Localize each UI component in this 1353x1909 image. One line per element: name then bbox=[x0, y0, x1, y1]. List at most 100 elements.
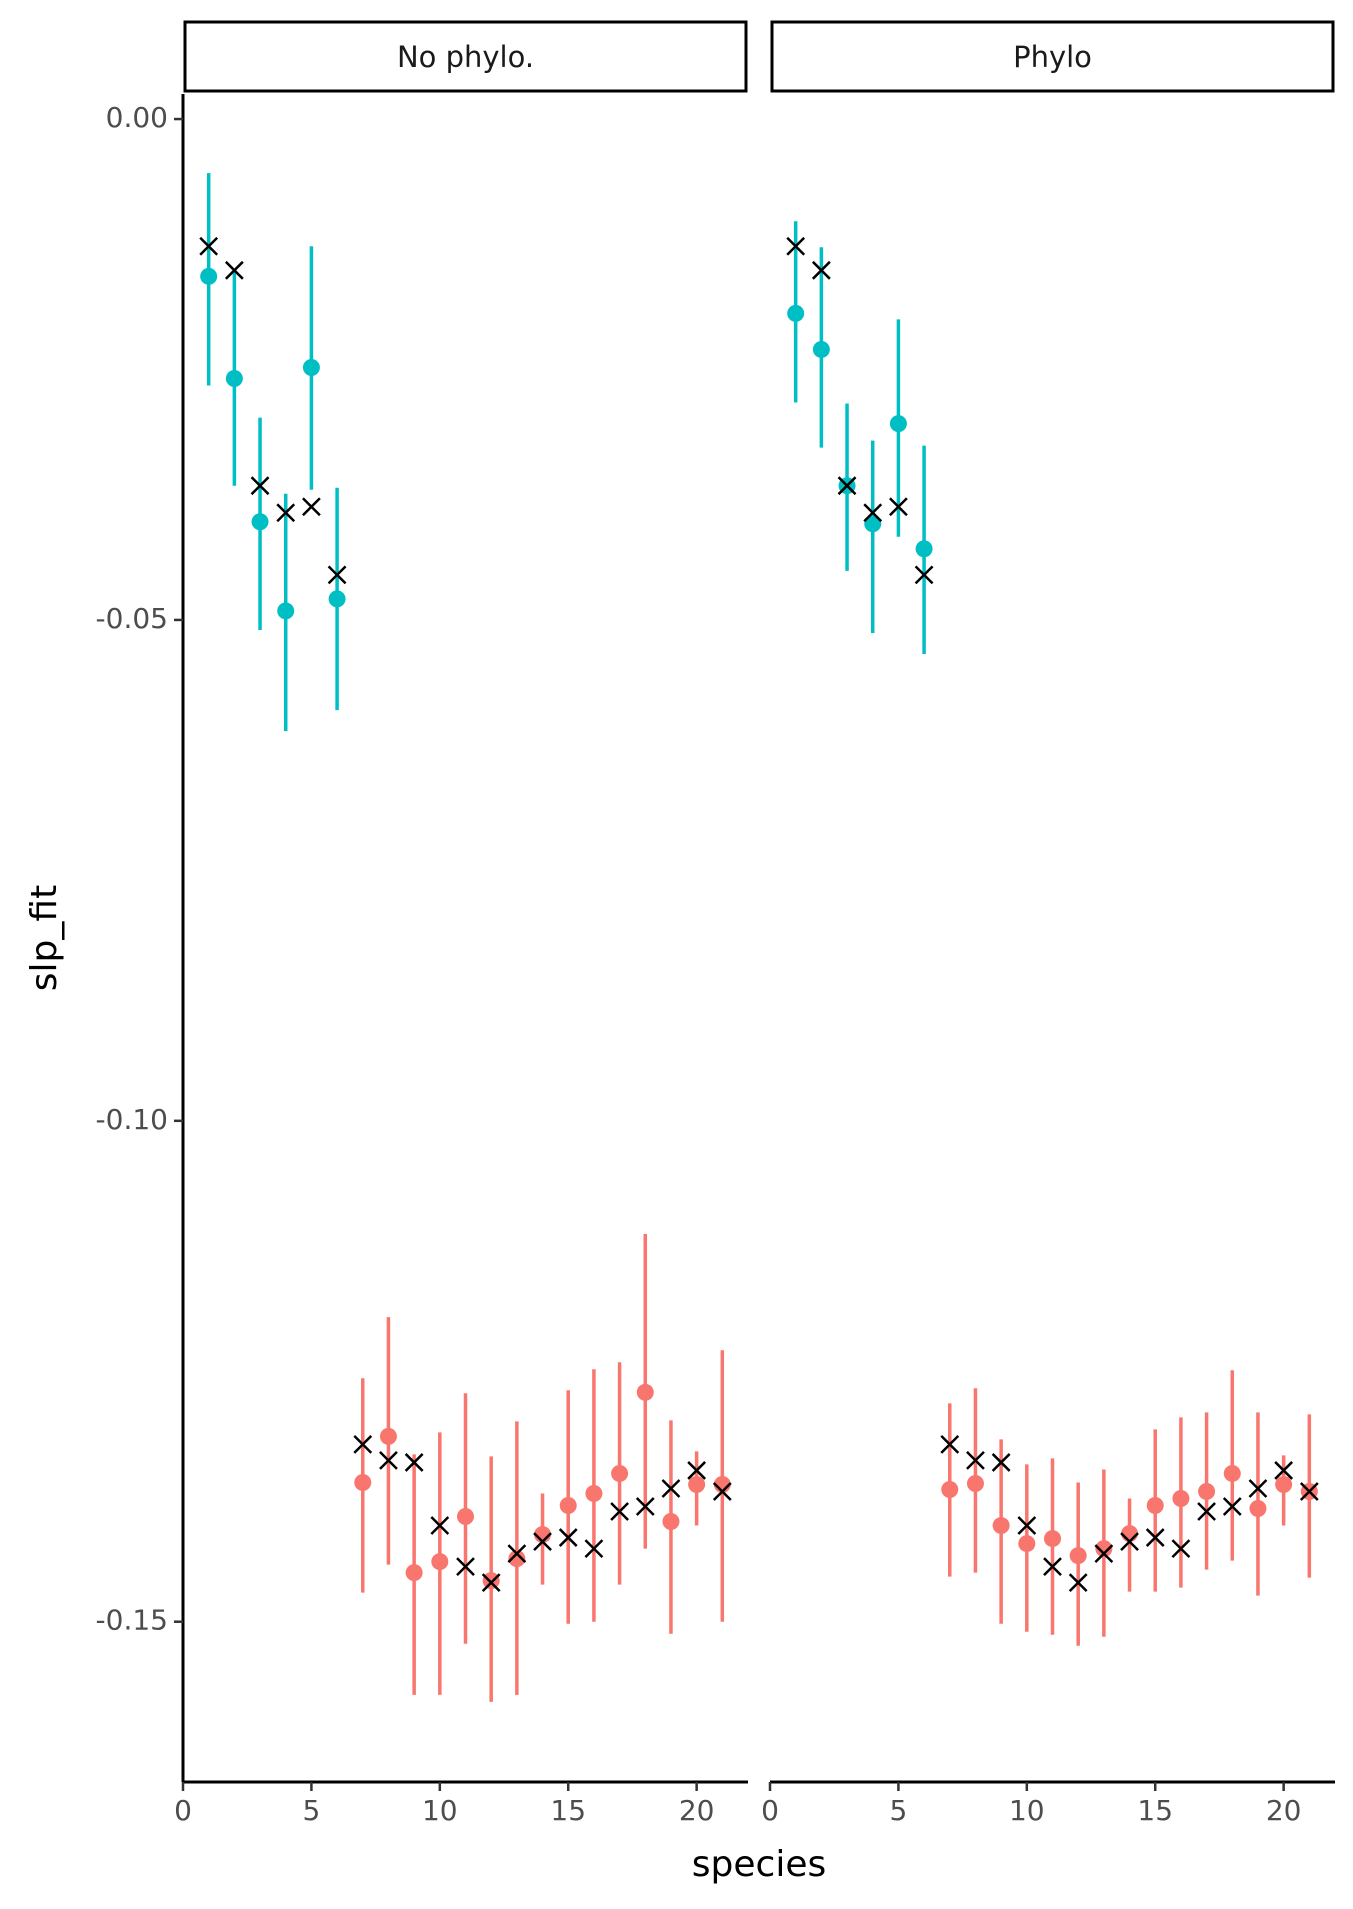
estimate-point bbox=[1095, 1540, 1113, 1558]
true-value-marker bbox=[1274, 1461, 1294, 1480]
estimate-point bbox=[1223, 1464, 1241, 1482]
estimate-point bbox=[941, 1480, 959, 1498]
true-value-marker bbox=[1171, 1539, 1191, 1558]
true-value-marker bbox=[863, 503, 883, 523]
true-value-marker bbox=[966, 1451, 985, 1470]
true-value-marker bbox=[224, 260, 244, 280]
true-value-marker bbox=[811, 260, 831, 280]
estimate-point bbox=[636, 1383, 654, 1401]
true-value-marker bbox=[1248, 1479, 1268, 1498]
true-value-marker bbox=[687, 1461, 707, 1480]
true-value-marker bbox=[1299, 1482, 1319, 1501]
true-value-marker bbox=[1120, 1532, 1139, 1551]
x-tick-label: 5 bbox=[889, 1794, 907, 1827]
x-tick-label: 20 bbox=[679, 1794, 715, 1827]
estimate-point bbox=[1146, 1497, 1164, 1515]
estimate-point bbox=[405, 1564, 423, 1582]
estimate-point bbox=[787, 304, 805, 322]
estimate-point bbox=[966, 1474, 984, 1492]
x-axis-title: species bbox=[692, 1844, 826, 1885]
facet-title: Phylo bbox=[1013, 40, 1092, 74]
true-value-marker bbox=[584, 1539, 604, 1558]
estimate-point bbox=[662, 1513, 680, 1531]
estimate-point bbox=[251, 513, 269, 531]
true-value-marker bbox=[991, 1453, 1011, 1472]
estimate-point bbox=[277, 602, 295, 620]
true-value-marker bbox=[635, 1497, 655, 1516]
true-value-marker bbox=[276, 503, 296, 523]
true-value-marker bbox=[327, 565, 347, 585]
true-value-marker bbox=[1197, 1502, 1216, 1521]
y-tick-label: 0.00 bbox=[106, 101, 168, 134]
estimate-point bbox=[1249, 1500, 1267, 1518]
estimate-point bbox=[379, 1427, 397, 1445]
estimate-point bbox=[328, 590, 346, 608]
x-tick-label: 0 bbox=[761, 1794, 779, 1827]
estimate-point bbox=[482, 1572, 500, 1590]
estimate-point bbox=[225, 370, 243, 388]
x-tick-label: 0 bbox=[174, 1794, 192, 1827]
y-tick-label: -0.15 bbox=[96, 1604, 168, 1637]
true-value-marker bbox=[379, 1451, 398, 1470]
x-tick-label: 20 bbox=[1266, 1794, 1302, 1827]
y-tick-label: -0.05 bbox=[96, 602, 168, 635]
true-value-marker bbox=[533, 1532, 552, 1551]
estimate-point bbox=[559, 1497, 577, 1515]
estimate-point bbox=[1198, 1482, 1216, 1500]
true-value-marker bbox=[1068, 1573, 1088, 1593]
true-value-marker bbox=[661, 1479, 681, 1498]
estimate-point bbox=[1069, 1547, 1087, 1565]
true-value-marker bbox=[1094, 1544, 1114, 1563]
y-tick-label: -0.10 bbox=[96, 1103, 168, 1136]
estimate-point bbox=[1121, 1525, 1139, 1543]
true-value-marker bbox=[430, 1516, 450, 1535]
true-value-marker bbox=[507, 1544, 527, 1563]
x-tick-label: 5 bbox=[302, 1794, 320, 1827]
true-value-marker bbox=[302, 497, 321, 517]
estimate-point bbox=[508, 1550, 526, 1568]
true-value-marker bbox=[404, 1453, 424, 1472]
x-tick-label: 15 bbox=[1137, 1794, 1173, 1827]
true-value-marker bbox=[889, 497, 908, 517]
x-tick-label: 10 bbox=[422, 1794, 458, 1827]
estimate-point bbox=[457, 1508, 474, 1526]
estimate-point bbox=[302, 358, 320, 376]
estimate-point bbox=[431, 1553, 449, 1571]
true-value-marker bbox=[1145, 1528, 1165, 1547]
estimate-point bbox=[200, 267, 218, 285]
true-value-marker bbox=[940, 1435, 960, 1454]
estimate-point bbox=[354, 1473, 372, 1491]
true-value-marker bbox=[610, 1502, 629, 1521]
estimate-point bbox=[1018, 1535, 1036, 1553]
facet-strip bbox=[770, 20, 1335, 93]
estimate-point bbox=[992, 1517, 1010, 1535]
true-value-marker bbox=[712, 1482, 732, 1501]
true-value-marker bbox=[250, 476, 270, 496]
estimate-point bbox=[688, 1475, 706, 1493]
estimate-point bbox=[1044, 1530, 1061, 1548]
x-tick-label: 15 bbox=[550, 1794, 586, 1827]
true-value-marker bbox=[481, 1573, 501, 1593]
true-value-marker bbox=[837, 476, 857, 496]
estimate-point bbox=[611, 1464, 629, 1482]
facet-title: No phylo. bbox=[397, 40, 534, 74]
true-value-marker bbox=[1043, 1557, 1062, 1577]
true-value-marker bbox=[456, 1557, 475, 1577]
true-value-marker bbox=[199, 236, 219, 256]
true-value-marker bbox=[353, 1435, 373, 1454]
true-value-marker bbox=[786, 236, 806, 256]
y-axis-title: slp_fit bbox=[24, 885, 65, 991]
x-tick-label: 10 bbox=[1009, 1794, 1045, 1827]
estimate-point bbox=[812, 340, 830, 358]
true-value-marker bbox=[914, 565, 934, 585]
facet-strip bbox=[183, 20, 748, 93]
true-value-marker bbox=[1017, 1516, 1037, 1535]
estimate-point bbox=[915, 540, 933, 558]
estimate-point bbox=[864, 515, 882, 533]
estimate-point bbox=[889, 415, 907, 433]
estimate-point bbox=[1275, 1475, 1293, 1493]
true-value-marker bbox=[1222, 1497, 1242, 1516]
true-value-marker bbox=[558, 1528, 578, 1547]
estimate-point bbox=[585, 1484, 603, 1502]
estimate-point bbox=[1172, 1489, 1190, 1507]
